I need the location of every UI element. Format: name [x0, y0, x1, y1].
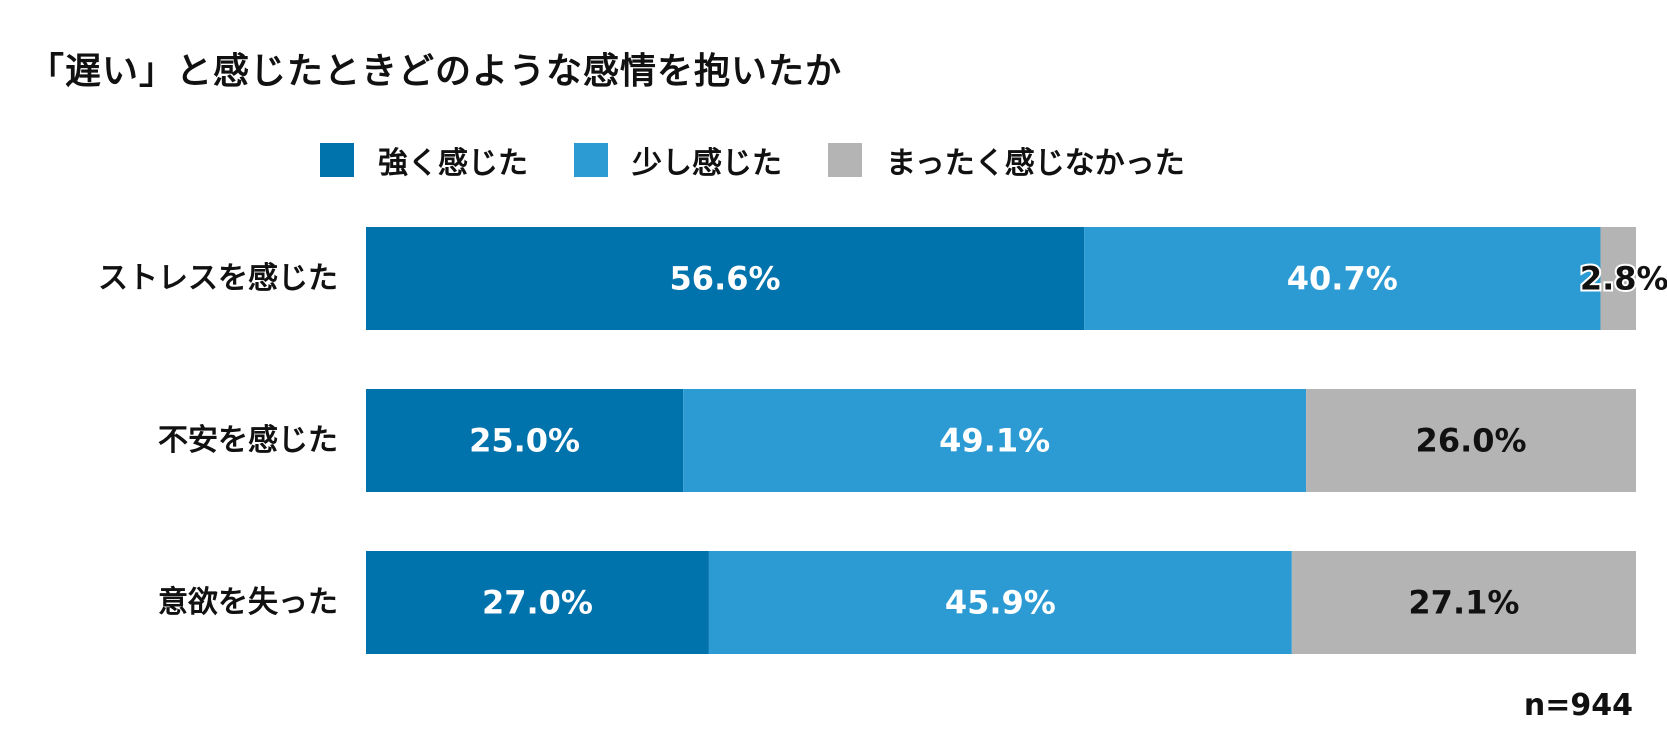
category-label: ストレスを感じた: [98, 261, 338, 296]
legend-swatch-none: [828, 143, 862, 177]
data-label-some: 40.7%: [1287, 260, 1398, 298]
bar-segment-some: [683, 389, 1307, 492]
bar-segment-some: [1084, 227, 1601, 330]
category-label: 不安を感じた: [158, 423, 338, 458]
legend-item-strong: 強く感じた: [320, 138, 528, 182]
data-label-strong: 27.0%: [482, 584, 593, 622]
legend-item-some: 少し感じた: [574, 138, 782, 182]
bar-segment-none: [1600, 227, 1636, 330]
bar-segment-strong: [366, 389, 684, 492]
data-label-strong: 25.0%: [469, 422, 580, 460]
legend-item-none: まったく感じなかった: [828, 138, 1185, 182]
bar-segment-some: [708, 551, 1292, 654]
data-label-none: 26.0%: [1416, 422, 1527, 460]
bar-segment-strong: [366, 227, 1085, 330]
data-label-none: 2.8%: [1580, 260, 1667, 298]
bar-segment-none: [1306, 389, 1636, 492]
data-label-some: 45.9%: [945, 584, 1056, 622]
legend-label-some: 少し感じた: [632, 146, 782, 181]
bar-segment-none: [1291, 551, 1636, 654]
legend: 強く感じた 少し感じた まったく感じなかった: [320, 138, 1231, 182]
bar-segment-strong: [366, 551, 709, 654]
legend-label-strong: 強く感じた: [378, 146, 528, 181]
data-label-none: 27.1%: [1408, 584, 1519, 622]
chart-title: 「遅い」と感じたときどのような感情を抱いたか: [28, 51, 843, 92]
legend-swatch-some: [574, 143, 608, 177]
legend-label-none: まったく感じなかった: [886, 146, 1185, 181]
sample-size-note: n=944: [1523, 688, 1633, 723]
data-label-strong: 56.6%: [670, 260, 781, 298]
data-label-some: 49.1%: [939, 422, 1050, 460]
category-label: 意欲を失った: [158, 585, 338, 620]
legend-swatch-strong: [320, 143, 354, 177]
